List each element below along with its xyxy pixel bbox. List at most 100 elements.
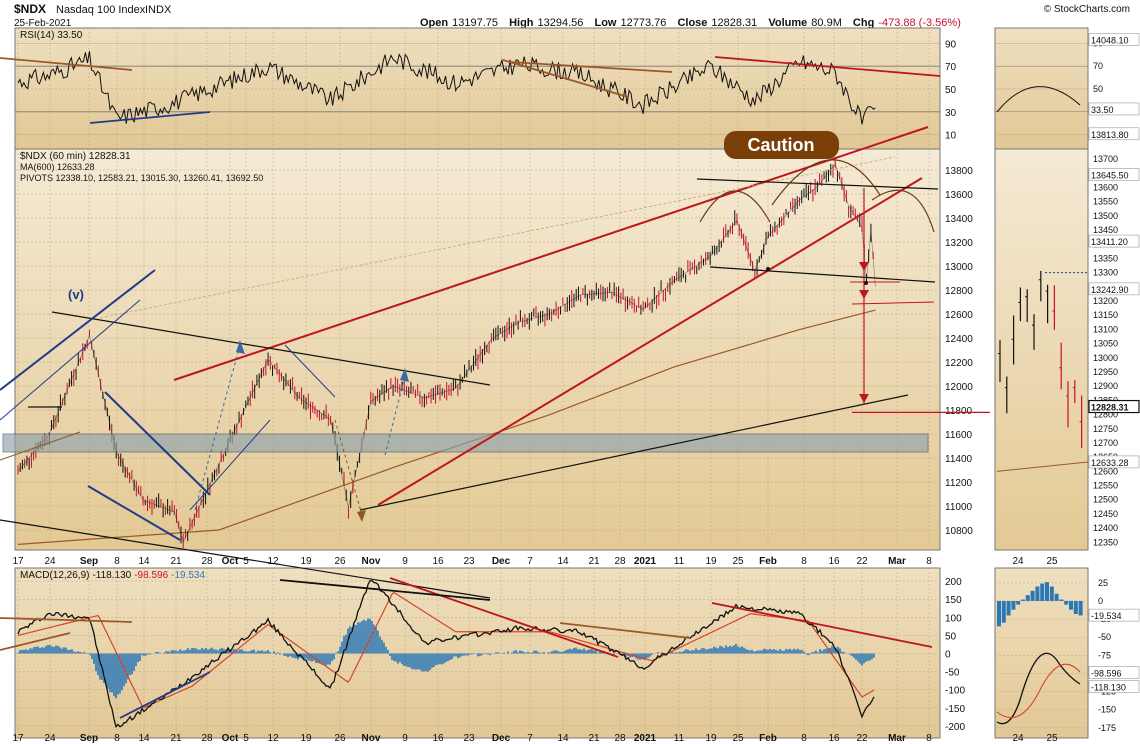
blue-impulse-line [0,269,156,391]
x-tick-label-macd: 12 [267,733,279,744]
x-tick-label: 19 [705,556,717,567]
x-tick-label-macd: 19 [705,733,717,744]
inset-macd-x-tick: 24 [1012,733,1024,744]
inset-macd-hist [1040,583,1045,601]
inset-price-label: 13242.90 [1091,285,1129,295]
inset-macd-hist [1054,593,1059,601]
inset-price-y-tick: 13200 [1093,296,1118,306]
inset-price-y-tick: 12900 [1093,381,1118,391]
inset-macd-hist [1059,599,1064,601]
rsi-blue-line [89,111,211,124]
rsi-y-tick: 90 [945,39,957,50]
inset-signal-line [996,663,1081,719]
x-tick-label-macd: Feb [759,733,777,744]
head-arc [771,159,881,206]
inset-rsi-label-box [1088,33,1140,46]
x-tick-label-macd: 28 [201,733,213,744]
x-tick-label-macd: 8 [926,733,932,744]
inset-macd-hist [1073,600,1078,615]
x-tick-label-macd: 8 [801,733,807,744]
macd-y-tick: -100 [945,686,965,697]
x-tick-label-macd: 25 [732,733,744,744]
inset-price-label-box [1088,168,1140,181]
rsi-y-tick: 10 [945,131,957,142]
inset-macd-label: -98.596 [1091,668,1122,678]
arrowhead-up-2 [400,368,409,382]
inset-price-y-tick: 12450 [1093,509,1118,519]
x-tick-label: 28 [614,556,626,567]
x-tick-label: 23 [463,556,475,567]
inset-macd-hist [997,600,1001,627]
inset-price-label-box [1088,234,1140,248]
grid-lines [15,28,1088,738]
pivots-legend: PIVOTS 12338.10, 12583.21, 13015.30, 132… [20,173,263,183]
x-tick-label-macd: 8 [114,733,120,744]
inset-price-y-tick: 13300 [1093,268,1118,278]
inset-price-label: 13645.50 [1091,171,1129,181]
x-tick-label: 14 [557,556,569,567]
inset-macd-hist [1069,600,1073,610]
inset-macd-hist [1025,595,1030,601]
price-y-tick: 12400 [945,334,973,345]
macd-y-tick: 100 [945,613,962,624]
macd-y-tick: -50 [945,668,960,679]
rsi-y-tick: 70 [945,62,957,73]
black-upper-trend [51,311,491,386]
inset-price-y-tick: 12800 [1093,410,1118,420]
x-tick-label: 8 [114,556,120,567]
inset-rsi-label-box [1088,102,1140,116]
inset-macd-label-box [1088,680,1140,693]
caution-callout: Caution [724,131,839,159]
x-tick-label: 7 [527,556,533,567]
x-tick-label-macd: 14 [138,733,150,744]
rsi-y-tick: 30 [945,108,957,119]
blue-rebound-line [189,419,271,511]
x-tick-label-macd: 17 [12,733,24,744]
macd-brown-line-2 [0,632,71,651]
x-tick-label: Oct [222,556,239,567]
x-tick-label: Dec [492,556,511,567]
inset-rsi-line [996,86,1081,113]
inset-price-label-box [1088,399,1140,414]
inset-price-y-tick: 12350 [1093,537,1118,547]
macd-y-tick: 150 [945,595,962,606]
x-tick-label-macd: 26 [334,733,346,744]
price-y-tick: 12000 [945,382,973,393]
caution-badge [724,131,839,159]
inset-macd-y-tick: -50 [1098,632,1111,642]
left-shoulder-arc [699,190,771,223]
rsi-brown-line-3 [509,61,673,73]
rsi-brown-line [0,57,133,71]
x-tick-label: 26 [334,556,346,567]
inset-rsi-bg [994,27,1089,150]
rsi-line [17,51,876,125]
macd-title: MACD(12,26,9) -118.130 -98.596 -19.534 [20,570,205,581]
mid-target-line [851,301,935,305]
inset-price-y-tick: 13100 [1093,324,1118,334]
inset-x-tick: 25 [1046,556,1058,567]
inset-macd-label-box [1088,608,1140,622]
thin-dashed-trend [99,156,896,319]
inset-rsi-label: 14048.10 [1091,35,1129,45]
inset-price-y-tick: 13000 [1093,353,1118,363]
x-tick-label-macd: 2021 [634,733,657,744]
arrowhead-down [357,510,366,522]
exchange: INDX [145,4,172,16]
price-y-tick: 13000 [945,262,973,273]
x-tick-label: 11 [674,556,685,567]
target-arrowhead [859,290,869,299]
symbol: $NDX [14,2,46,16]
price-y-tick: 11600 [945,430,973,441]
x-tick-label: 16 [432,556,444,567]
price-panel-bg [14,148,941,551]
macd-series [0,577,933,728]
inset-macd-hist [1011,600,1016,610]
inset-rsi-panel [994,27,1089,150]
price-y-tick: 12200 [945,358,973,369]
red-channel-lower [377,177,923,506]
inset-price-y-tick: 12550 [1093,481,1118,491]
macd-brown-line-3 [559,622,691,639]
price-y-tick: 13800 [945,166,973,177]
inset-price-panel [994,148,1089,551]
inset-price-y-tick: 13550 [1093,197,1118,207]
